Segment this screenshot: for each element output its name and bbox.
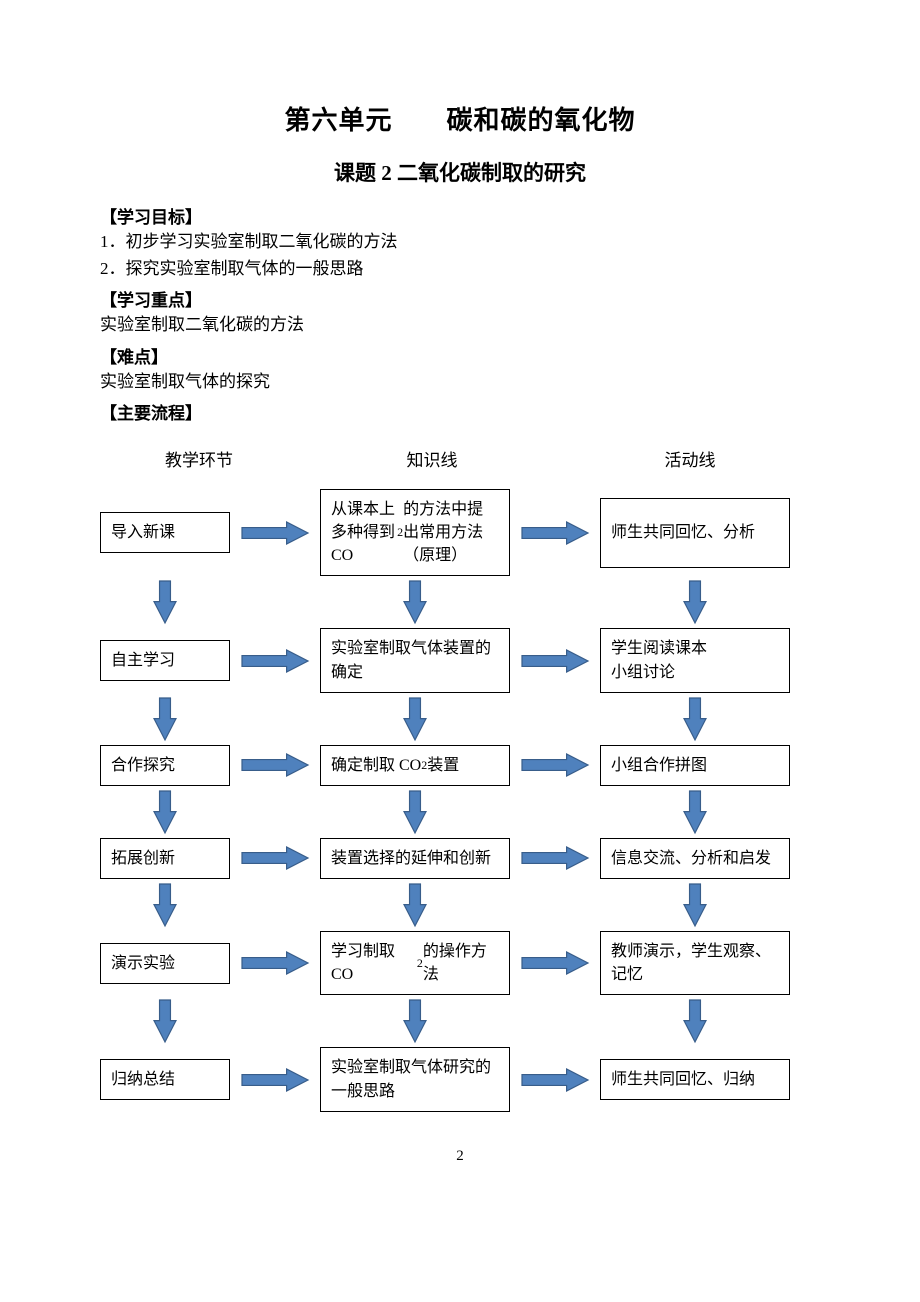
arrow-down-icon bbox=[600, 786, 790, 838]
flow-node-right: 小组合作拼图 bbox=[600, 745, 790, 786]
objective-1: 1．初步学习实验室制取二氧化碳的方法 bbox=[100, 228, 820, 255]
arrow-down-icon bbox=[320, 786, 510, 838]
flow-node-mid: 实验室制取气体装置的确定 bbox=[320, 628, 510, 692]
arrow-down-icon bbox=[320, 693, 510, 745]
flow-node-right: 信息交流、分析和启发 bbox=[600, 838, 790, 879]
flow-node-right: 教师演示，学生观察、记忆 bbox=[600, 931, 790, 995]
flow-arrow-row bbox=[100, 576, 820, 628]
flow-node-left: 合作探究 bbox=[100, 745, 230, 786]
flowchart: 教学环节 知识线 活动线 导入新课 从课本上多种得到 CO2 的方法中提出常用方… bbox=[100, 446, 820, 1112]
arrow-right-icon bbox=[510, 1047, 600, 1111]
arrow-down-icon bbox=[600, 879, 790, 931]
arrow-right-icon bbox=[230, 931, 320, 995]
flow-node-mid: 装置选择的延伸和创新 bbox=[320, 838, 510, 879]
page-number: 2 bbox=[100, 1148, 820, 1165]
arrow-down-icon bbox=[100, 879, 230, 931]
arrow-right-icon bbox=[230, 628, 320, 692]
arrow-down-icon bbox=[100, 576, 230, 628]
arrow-down-icon bbox=[320, 995, 510, 1047]
arrow-right-icon bbox=[230, 1047, 320, 1111]
flow-node-mid: 确定制取 CO2 装置 bbox=[320, 745, 510, 786]
flow-node-right: 学生阅读课本小组讨论 bbox=[600, 628, 790, 692]
objective-2: 2．探究实验室制取气体的一般思路 bbox=[100, 255, 820, 282]
flow-row: 演示实验 学习制取 CO2 的操作方法 教师演示，学生观察、记忆 bbox=[100, 931, 820, 995]
arrow-down-icon bbox=[100, 786, 230, 838]
arrow-right-icon bbox=[510, 745, 600, 786]
flow-row: 自主学习 实验室制取气体装置的确定 学生阅读课本小组讨论 bbox=[100, 628, 820, 692]
arrow-right-icon bbox=[230, 745, 320, 786]
flow-node-left: 自主学习 bbox=[100, 640, 230, 681]
unit-title: 第六单元 碳和碳的氧化物 bbox=[100, 100, 820, 137]
arrow-down-icon bbox=[600, 693, 790, 745]
arrow-down-icon bbox=[320, 879, 510, 931]
col-header-2: 知识线 bbox=[332, 446, 532, 471]
lesson-title: 课题 2 二氧化碳制取的研究 bbox=[100, 157, 820, 187]
arrow-right-icon bbox=[510, 628, 600, 692]
flow-node-mid: 从课本上多种得到 CO2 的方法中提出常用方法（原理） bbox=[320, 489, 510, 577]
flow-row: 导入新课 从课本上多种得到 CO2 的方法中提出常用方法（原理） 师生共同回忆、… bbox=[100, 489, 820, 577]
flow-node-right: 师生共同回忆、归纳 bbox=[600, 1059, 790, 1100]
flow-node-left: 导入新课 bbox=[100, 512, 230, 553]
flow-node-right: 师生共同回忆、分析 bbox=[600, 498, 790, 568]
flow-arrow-row bbox=[100, 693, 820, 745]
flow-node-mid: 学习制取 CO2 的操作方法 bbox=[320, 931, 510, 995]
arrow-right-icon bbox=[230, 489, 320, 577]
flow-container: 导入新课 从课本上多种得到 CO2 的方法中提出常用方法（原理） 师生共同回忆、… bbox=[100, 489, 820, 1112]
arrow-right-icon bbox=[510, 489, 600, 577]
flow-column-headers: 教学环节 知识线 活动线 bbox=[100, 446, 820, 471]
keypoint-heading: 【学习重点】 bbox=[100, 286, 820, 311]
flow-arrow-row bbox=[100, 995, 820, 1047]
flow-node-mid: 实验室制取气体研究的一般思路 bbox=[320, 1047, 510, 1111]
arrow-down-icon bbox=[600, 995, 790, 1047]
flow-arrow-row bbox=[100, 786, 820, 838]
flow-heading: 【主要流程】 bbox=[100, 399, 820, 424]
flow-arrow-row bbox=[100, 879, 820, 931]
flow-row: 拓展创新 装置选择的延伸和创新 信息交流、分析和启发 bbox=[100, 838, 820, 879]
flow-row: 归纳总结 实验室制取气体研究的一般思路 师生共同回忆、归纳 bbox=[100, 1047, 820, 1111]
col-header-3: 活动线 bbox=[590, 446, 790, 471]
flow-row: 合作探究 确定制取 CO2 装置 小组合作拼图 bbox=[100, 745, 820, 786]
flow-node-left: 拓展创新 bbox=[100, 838, 230, 879]
flow-node-left: 演示实验 bbox=[100, 943, 230, 984]
arrow-right-icon bbox=[510, 931, 600, 995]
difficult-body: 实验室制取气体的探究 bbox=[100, 368, 820, 395]
arrow-down-icon bbox=[100, 693, 230, 745]
flow-node-left: 归纳总结 bbox=[100, 1059, 230, 1100]
arrow-down-icon bbox=[100, 995, 230, 1047]
arrow-right-icon bbox=[510, 838, 600, 879]
keypoint-body: 实验室制取二氧化碳的方法 bbox=[100, 311, 820, 338]
arrow-right-icon bbox=[230, 838, 320, 879]
arrow-down-icon bbox=[600, 576, 790, 628]
difficult-heading: 【难点】 bbox=[100, 343, 820, 368]
col-header-1: 教学环节 bbox=[124, 446, 274, 471]
arrow-down-icon bbox=[320, 576, 510, 628]
objectives-heading: 【学习目标】 bbox=[100, 203, 820, 228]
